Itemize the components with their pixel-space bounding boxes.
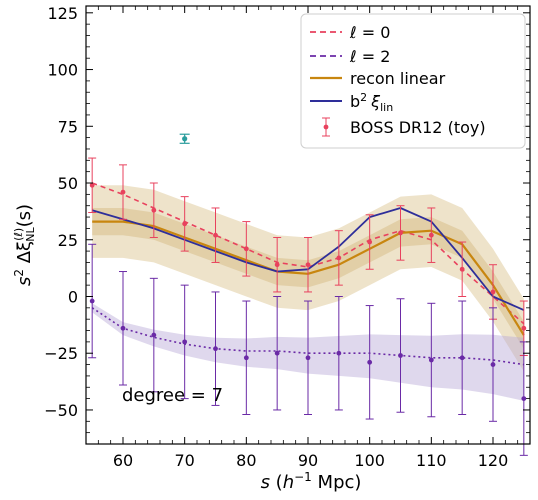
boss-point [89, 182, 95, 188]
boss-point [120, 189, 126, 195]
l2-point [428, 357, 434, 363]
data-points [89, 136, 527, 402]
boss-point [305, 262, 311, 268]
y-tick-label: 25 [58, 231, 78, 250]
y-tick-label: 75 [58, 117, 78, 136]
l2-point [305, 355, 311, 361]
x-tick-label: 70 [174, 451, 194, 470]
legend-label-recon: recon linear [350, 69, 446, 88]
l2-point [367, 359, 373, 365]
boss-point [367, 239, 373, 245]
boss-point [274, 262, 280, 268]
boss-point [243, 246, 249, 252]
y-axis-label: s2 Δξ(ℓ)NL(s) [12, 204, 37, 286]
l2-point [336, 350, 342, 356]
legend-label-l0: ℓ = 0 [349, 23, 390, 42]
l2-point [274, 350, 280, 356]
legend-label-boss: BOSS DR12 (toy) [350, 118, 486, 137]
x-tick-label: 100 [354, 451, 385, 470]
axes: 60 70 80 90 100 110 120 −50 −25 0 25 50 75 100 125 [44, 4, 531, 470]
x-tick-label: 80 [236, 451, 256, 470]
legend-label-l2: ℓ = 2 [349, 47, 390, 66]
boss-point [459, 266, 465, 272]
l2-point [182, 339, 188, 345]
boss-point [490, 289, 496, 295]
y-tick-label: 50 [58, 174, 78, 193]
l2-point [243, 355, 249, 361]
boss-point [398, 230, 403, 236]
boss-point [428, 232, 434, 238]
x-tick-label: 120 [478, 451, 509, 470]
y-tick-label: 0 [68, 287, 78, 306]
l2-point [398, 353, 403, 358]
l2-point [120, 325, 126, 331]
legend: ℓ = 0 ℓ = 2 recon linear b2 ξlin BOSS DR1… [300, 13, 526, 149]
boss-point [336, 255, 342, 261]
legend-box [300, 13, 526, 149]
l2-point [213, 346, 218, 352]
legend-swatch-boss-dot [323, 124, 329, 130]
l2-point [490, 362, 496, 367]
y-tick-label: −25 [44, 344, 78, 363]
boss-point [213, 232, 218, 238]
legend-label-blin: b2 ξlin [350, 91, 393, 114]
l2-point [521, 396, 527, 402]
boss-point [182, 221, 188, 227]
x-tick-label: 110 [416, 451, 447, 470]
outlier-point [182, 136, 188, 142]
x-tick-label: 90 [298, 451, 318, 470]
annotation-degree: degree = 7 [122, 385, 223, 406]
boss-point [151, 207, 157, 213]
x-tick-label: 60 [113, 451, 133, 470]
y-tick-label: 125 [47, 4, 78, 23]
l2-point [89, 298, 95, 304]
y-tick-label: −50 [44, 401, 78, 420]
y-tick-label: 100 [47, 61, 78, 80]
x-axis-label: s (h−1 Mpc) [261, 470, 362, 493]
boss-point [521, 325, 527, 331]
l2-point [459, 355, 465, 361]
l2-point [151, 332, 157, 338]
